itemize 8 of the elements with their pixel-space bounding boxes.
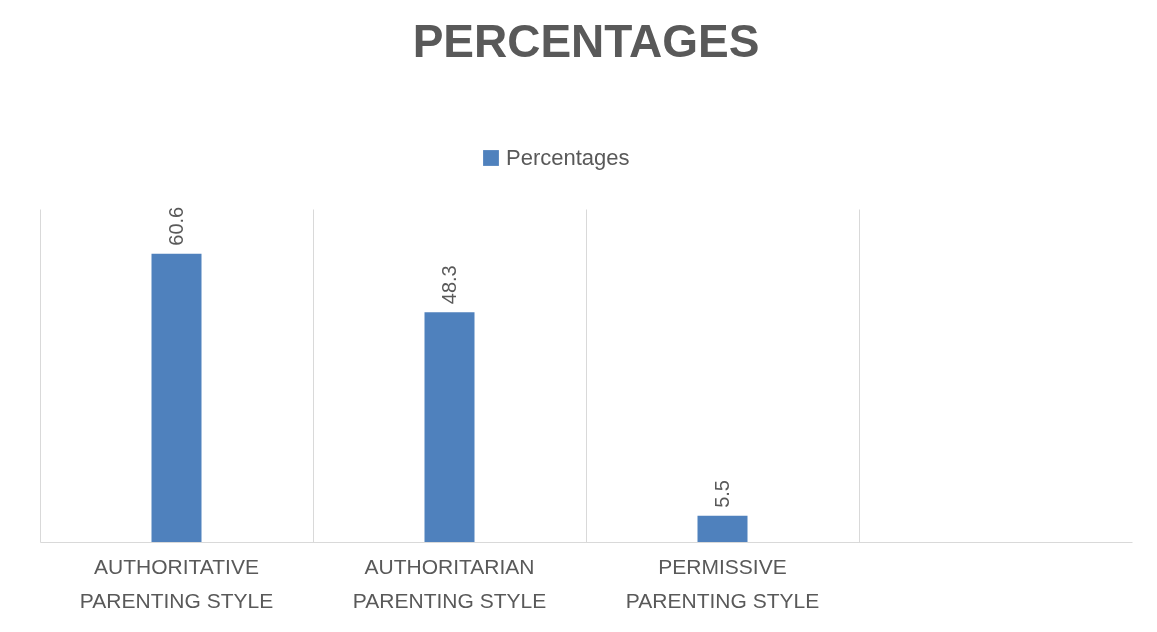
- x-tick-label: PERMISSIVE PARENTING STYLE: [625, 554, 820, 612]
- data-label: 48.3: [437, 265, 460, 305]
- chart-title: PERCENTAGES: [412, 15, 760, 67]
- x-tick-label: AUTHORITATIVE PARENTING STYLE: [79, 554, 274, 612]
- x-tick-label: AUTHORITARIAN PARENTING STYLE: [352, 554, 547, 612]
- data-label: 5.5: [710, 480, 733, 508]
- legend-label: Percentages: [506, 145, 630, 170]
- data-label: 60.6: [164, 206, 187, 246]
